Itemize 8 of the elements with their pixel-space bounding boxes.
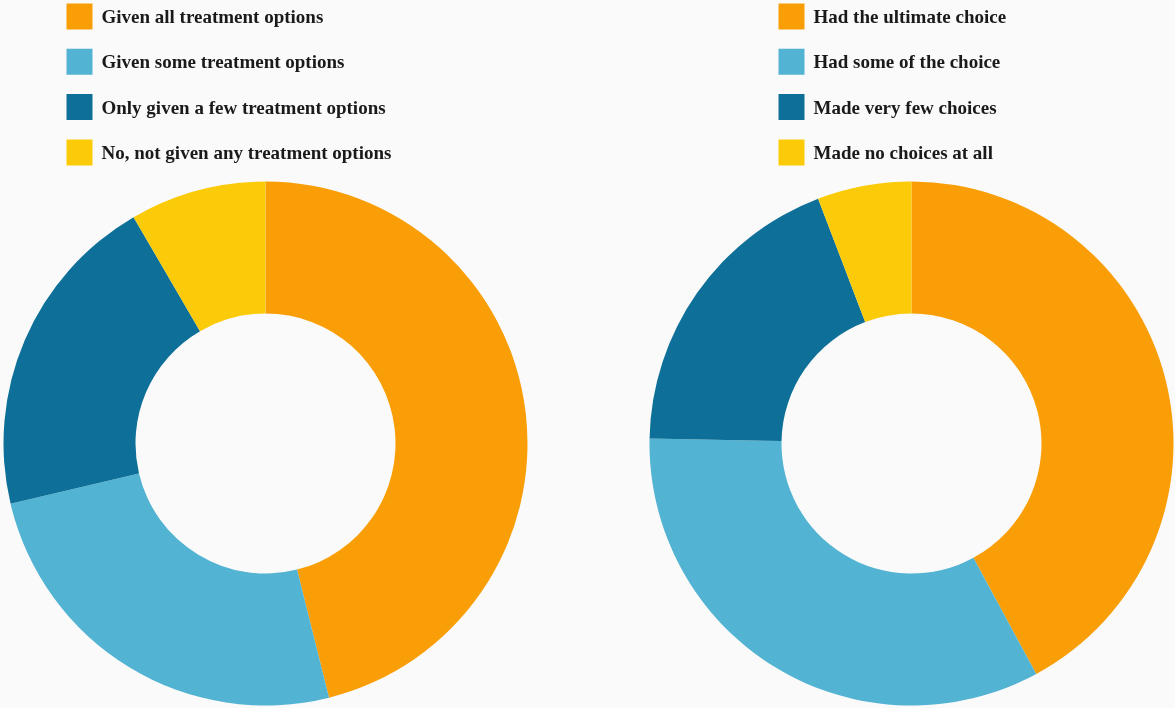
legend-label: Given all treatment options xyxy=(101,6,324,27)
legend-label: Made no choices at all xyxy=(813,141,993,163)
legend-label: Had the ultimate choice xyxy=(813,6,1007,27)
legend-label: Had some of the choice xyxy=(813,51,1001,73)
legend-label: No, not given any treatment options xyxy=(101,141,392,163)
legend-label: Given some treatment options xyxy=(101,51,345,73)
legend-label: Made very few choices xyxy=(813,96,997,118)
legend-label: Only given a few treatment options xyxy=(101,96,386,118)
